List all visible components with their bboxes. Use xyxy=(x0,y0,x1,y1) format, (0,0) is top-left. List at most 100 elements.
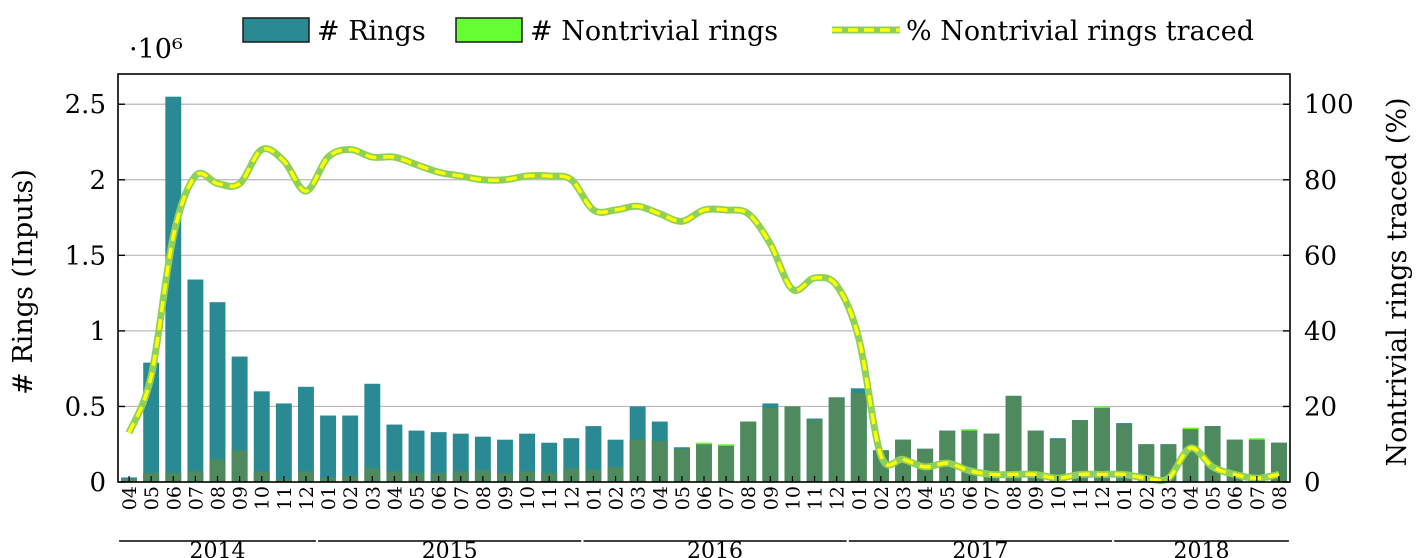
x-tick-label: 04 xyxy=(650,486,672,510)
bar-overlap xyxy=(1138,444,1155,482)
x-tick-label: 01 xyxy=(318,486,340,510)
right-tick-label: 40 xyxy=(1304,317,1337,347)
bar-rings xyxy=(519,433,536,482)
x-tick-label: 09 xyxy=(1026,486,1048,510)
bar-rings xyxy=(386,424,403,482)
left-tick-label: 0 xyxy=(89,468,106,498)
bar-overlap xyxy=(1027,430,1044,482)
x-tick-label: 02 xyxy=(340,486,362,510)
right-axis-title: Nontrivial rings traced (%) xyxy=(1382,97,1413,466)
bar-overlap xyxy=(629,439,646,482)
x-tick-label: 11 xyxy=(1070,486,1092,510)
x-tick-label: 06 xyxy=(694,486,716,510)
bar-overlap xyxy=(1182,429,1199,482)
x-tick-label: 03 xyxy=(362,486,384,510)
bar-rings xyxy=(298,386,314,482)
x-tick-label: 07 xyxy=(451,486,473,510)
bar-overlap xyxy=(651,441,668,482)
x-tick-label: 06 xyxy=(1225,486,1247,510)
bar-overlap xyxy=(563,468,580,482)
bars xyxy=(121,96,1287,483)
bar-overlap xyxy=(474,469,491,482)
year-label: 2018 xyxy=(1174,539,1230,558)
bar-overlap xyxy=(1049,439,1066,482)
bar-overlap xyxy=(806,420,823,482)
bar-rings xyxy=(585,426,602,482)
bar-overlap xyxy=(1071,420,1088,482)
x-tick-label: 04 xyxy=(1180,486,1202,510)
bar-rings xyxy=(275,403,292,482)
bar-overlap xyxy=(673,448,690,482)
x-tick-label: 12 xyxy=(296,486,318,510)
x-tick-label: 10 xyxy=(782,486,804,510)
bar-overlap xyxy=(231,450,248,482)
x-tick-label: 11 xyxy=(539,486,561,510)
x-tick-label: 09 xyxy=(230,486,252,510)
x-tick-label: 10 xyxy=(517,486,539,510)
bar-rings xyxy=(452,433,469,482)
plot-frame xyxy=(117,73,1291,483)
x-tick-label: 05 xyxy=(672,486,694,510)
bar-rings xyxy=(364,383,381,482)
right-tick-label: 80 xyxy=(1304,166,1337,196)
x-tick-label: 08 xyxy=(473,486,495,510)
left-tick-label: 1 xyxy=(89,317,106,347)
x-axis: 04 05 06 07 08 09 10 11 12 01 02 03 04 05 06 07 08 09 10 11… xyxy=(119,476,1291,558)
x-tick-label: 08 xyxy=(738,486,760,510)
x-tick-label: 03 xyxy=(1158,486,1180,510)
x-tick-label: 02 xyxy=(606,486,628,510)
legend-swatch-rings xyxy=(242,17,310,43)
bar-overlap xyxy=(850,392,867,482)
left-tick-label: 2.5 xyxy=(65,90,106,120)
left-tick-label: 1.5 xyxy=(65,241,106,271)
year-label: 2014 xyxy=(190,539,246,558)
legend-label-rings: # Rings xyxy=(317,16,426,47)
x-tick-label: 07 xyxy=(981,486,1003,510)
x-tick-label: 05 xyxy=(937,486,959,510)
x-tick-label: 05 xyxy=(407,486,429,510)
x-tick-label: 09 xyxy=(495,486,517,510)
left-tick-label: 0.5 xyxy=(65,392,106,422)
x-tick-label: 08 xyxy=(1269,486,1291,510)
bar-overlap xyxy=(364,468,381,482)
x-tick-label: 06 xyxy=(959,486,981,510)
x-tick-label: 09 xyxy=(760,486,782,510)
legend-label-traced: % Nontrivial rings traced xyxy=(906,16,1254,47)
x-tick-label: 03 xyxy=(893,486,915,510)
bar-rings xyxy=(430,432,447,482)
bar-rings xyxy=(541,442,558,482)
right-tick-label: 100 xyxy=(1304,90,1354,120)
x-tick-label: 08 xyxy=(1004,486,1026,510)
x-tick-label: 11 xyxy=(274,486,296,510)
right-axis: Nontrivial rings traced (%) 0 20 40 60 80 100 xyxy=(1283,90,1413,498)
x-tick-label: 12 xyxy=(1092,486,1114,510)
legend-swatch-nontrivial xyxy=(455,17,523,43)
left-axis-multiplier: ·10⁶ xyxy=(129,34,183,65)
x-tick-label: 02 xyxy=(871,486,893,510)
bar-overlap xyxy=(983,433,1000,482)
year-label: 2017 xyxy=(952,539,1008,558)
x-tick-label: 01 xyxy=(1114,486,1136,510)
year-label: 2016 xyxy=(687,539,743,558)
bar-rings xyxy=(342,415,359,482)
legend: # Rings # Nontrivial rings % Nontrivial … xyxy=(242,16,1254,47)
bar-overlap xyxy=(1116,424,1133,482)
bar-overlap xyxy=(939,430,956,482)
right-tick-label: 20 xyxy=(1304,392,1337,422)
bar-overlap xyxy=(828,397,845,482)
x-tick-label: 07 xyxy=(185,486,207,510)
traced-line-dash xyxy=(127,146,1280,483)
left-axis: ·10⁶ # Rings (Inputs) 0 0.5 1 1.5 2 2.5 xyxy=(8,34,183,498)
right-tick-label: 0 xyxy=(1304,468,1321,498)
bar-overlap xyxy=(696,444,712,482)
x-tick-label: 07 xyxy=(716,486,738,510)
right-tick-label: 60 xyxy=(1304,241,1337,271)
left-tick-label: 2 xyxy=(89,166,106,196)
bar-overlap xyxy=(585,469,602,482)
bar-overlap xyxy=(1094,407,1110,482)
bar-rings xyxy=(320,415,337,482)
x-tick-label: 05 xyxy=(1203,486,1225,510)
gridlines xyxy=(118,103,1290,408)
bar-overlap xyxy=(209,459,226,482)
